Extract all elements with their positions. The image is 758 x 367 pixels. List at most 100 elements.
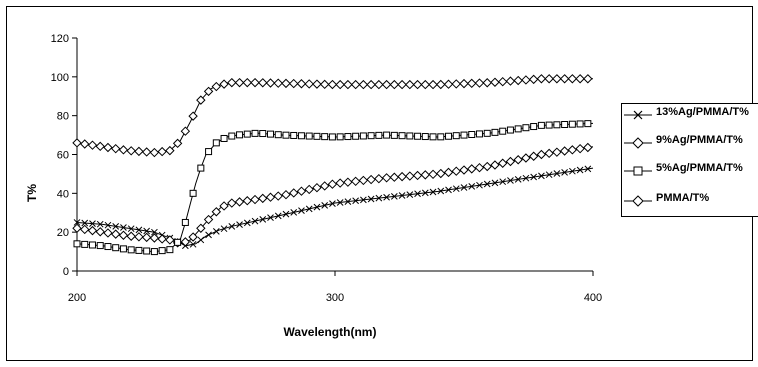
data-point [228, 222, 236, 230]
data-point [166, 246, 174, 254]
data-point [352, 132, 360, 140]
x-tick-label: 200 [68, 292, 86, 304]
data-point [297, 132, 305, 140]
data-point [374, 173, 384, 184]
data-point [583, 74, 593, 84]
data-point [406, 132, 414, 140]
data-point [234, 197, 245, 207]
data-point [251, 217, 259, 225]
data-point [584, 165, 592, 173]
data-point [290, 131, 298, 139]
data-point [304, 184, 314, 195]
data-point [374, 79, 384, 90]
series-1 [72, 142, 594, 248]
data-point [150, 248, 158, 256]
data-point [344, 198, 352, 205]
data-point [343, 79, 353, 90]
data-point [112, 244, 120, 252]
data-point [428, 169, 438, 180]
x-tick-label: 400 [584, 292, 602, 304]
data-point [212, 139, 220, 147]
data-point [491, 179, 499, 187]
data-point [483, 129, 491, 137]
data-point [544, 74, 554, 84]
data-point [567, 145, 578, 155]
data-point [81, 219, 89, 227]
data-point [165, 235, 175, 245]
data-point [406, 191, 414, 198]
data-point [335, 79, 345, 90]
data-point [134, 232, 144, 242]
data-point [126, 146, 136, 156]
data-point [483, 180, 491, 188]
data-point [327, 179, 338, 189]
data-point [220, 225, 228, 233]
data-point [375, 194, 383, 202]
data-point [383, 193, 390, 201]
data-point [490, 77, 500, 87]
data-point [143, 247, 151, 255]
data-point [321, 202, 329, 209]
data-point [522, 124, 530, 132]
data-point [134, 146, 144, 157]
data-point [360, 196, 367, 204]
data-point [352, 197, 359, 205]
data-point [576, 120, 584, 128]
data-point [126, 231, 136, 241]
data-point [530, 123, 538, 131]
data-point [112, 222, 120, 230]
data-point [344, 133, 352, 141]
data-point [521, 75, 531, 85]
data-point [359, 132, 367, 140]
data-point [127, 225, 135, 233]
data-point [220, 134, 228, 142]
data-point [305, 205, 313, 213]
data-point [343, 177, 353, 187]
data-point [289, 188, 299, 198]
data-point [135, 246, 143, 254]
data-point [436, 79, 446, 90]
data-point [188, 111, 198, 121]
data-point [188, 232, 198, 242]
data-point [405, 171, 415, 181]
series-2 [73, 120, 594, 256]
data-point [429, 133, 437, 141]
data-point [149, 233, 160, 243]
data-point [505, 156, 516, 167]
data-point [265, 78, 276, 88]
data-point [95, 141, 105, 152]
data-point [174, 238, 182, 246]
data-point [536, 149, 547, 160]
legend-label: 9%Ag/PMMA/T% [656, 134, 743, 146]
x-axis-title: Wavelength(nm) [284, 325, 377, 339]
data-point [397, 171, 407, 182]
data-point [506, 126, 514, 134]
data-point [319, 181, 330, 191]
data-point [227, 77, 237, 88]
data-point [443, 167, 454, 178]
data-point [273, 191, 283, 201]
data-point [267, 214, 274, 221]
data-point [467, 78, 477, 89]
data-point [312, 79, 322, 89]
data-point [429, 188, 437, 196]
data-point [205, 148, 213, 156]
data-point [259, 215, 267, 223]
data-point [96, 242, 104, 250]
data-point [289, 78, 299, 89]
data-point [467, 164, 477, 174]
data-point [436, 168, 446, 179]
data-point [545, 171, 553, 179]
data-point [243, 219, 251, 227]
data-point [157, 234, 167, 244]
data-point [451, 166, 461, 176]
data-point [141, 147, 152, 157]
data-point [367, 132, 375, 140]
data-point [561, 169, 568, 176]
data-point [328, 133, 336, 141]
x-tick-label: 300 [326, 292, 344, 304]
data-point [104, 243, 112, 251]
data-point [172, 138, 183, 149]
legend-label: 5%Ag/PMMA/T% [656, 162, 743, 174]
data-point [389, 79, 400, 90]
